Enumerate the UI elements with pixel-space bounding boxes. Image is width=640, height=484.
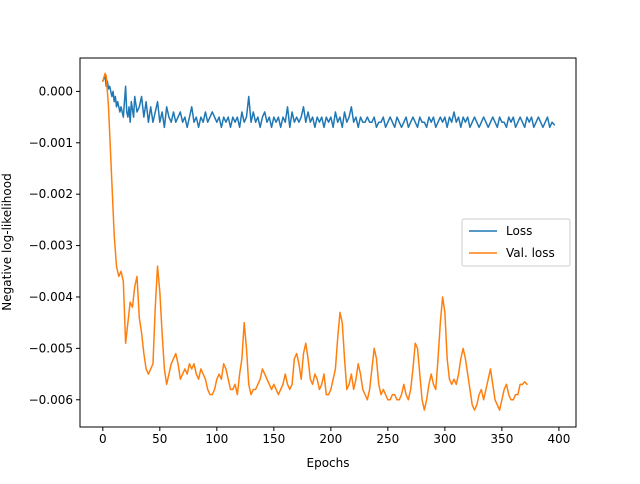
x-tick-label: 250 bbox=[376, 432, 399, 446]
y-axis: 0.000 −0.001 −0.002 −0.003 −0.004 −0.005 −0.00… bbox=[29, 84, 80, 407]
y-tick-label: −0.006 bbox=[29, 393, 73, 407]
series-line-1 bbox=[102, 72, 528, 411]
y-tick-label: −0.005 bbox=[29, 341, 73, 355]
x-tick-label: 0 bbox=[99, 432, 107, 446]
x-tick-label: 350 bbox=[490, 432, 513, 446]
x-tick-label: 400 bbox=[547, 432, 570, 446]
plot-frame bbox=[79, 57, 577, 428]
series-line-0 bbox=[102, 75, 556, 129]
y-tick-label: −0.001 bbox=[29, 136, 73, 150]
legend: Loss Val. loss bbox=[461, 218, 571, 267]
y-tick-label: −0.003 bbox=[29, 239, 73, 253]
x-tick-label: 300 bbox=[433, 432, 456, 446]
y-tick-label: −0.004 bbox=[29, 290, 73, 304]
x-tick-label: 150 bbox=[262, 432, 285, 446]
x-tick-label: 200 bbox=[319, 432, 342, 446]
x-axis-label: Epochs bbox=[307, 456, 350, 470]
x-axis: 0 50 100 150 200 250 300 350 400 bbox=[99, 427, 570, 446]
x-tick-label: 100 bbox=[205, 432, 228, 446]
y-tick-label: −0.002 bbox=[29, 187, 73, 201]
legend-label-val-loss: Val. loss bbox=[506, 246, 555, 260]
y-axis-label: Negative log-likelihood bbox=[0, 173, 14, 310]
plot-lines bbox=[102, 72, 556, 411]
x-tick-label: 50 bbox=[152, 432, 167, 446]
legend-label-loss: Loss bbox=[506, 224, 532, 238]
y-tick-label: 0.000 bbox=[39, 84, 73, 98]
